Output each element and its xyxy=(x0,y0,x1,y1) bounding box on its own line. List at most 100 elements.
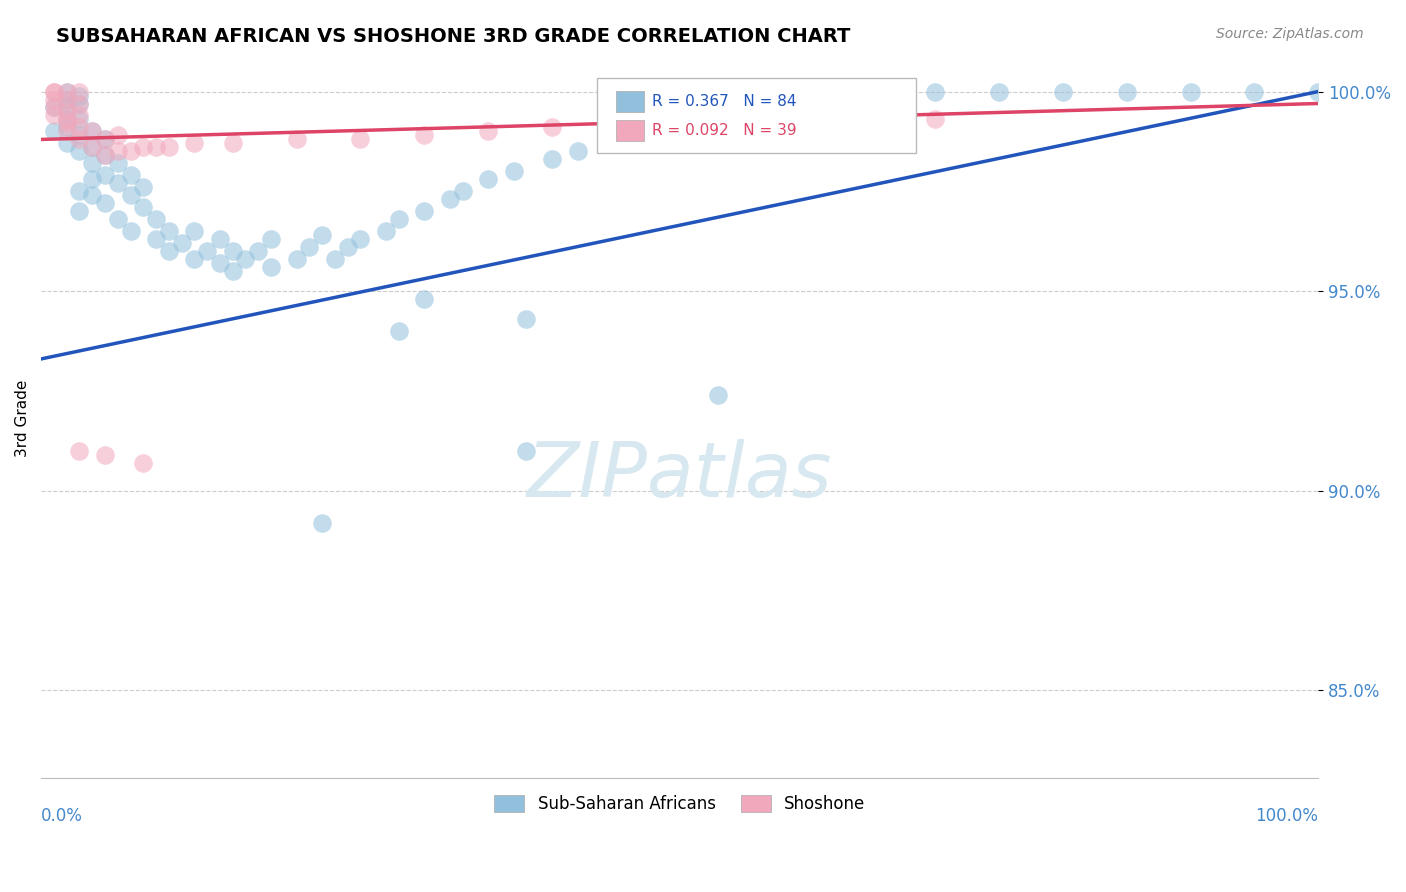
Point xyxy=(808,85,831,99)
Point xyxy=(707,388,730,402)
Point xyxy=(55,124,77,138)
Point xyxy=(208,256,231,270)
Point xyxy=(55,136,77,151)
Point xyxy=(515,312,537,326)
Point xyxy=(388,212,411,227)
Point xyxy=(82,156,104,170)
Point xyxy=(451,184,474,198)
Point xyxy=(541,120,564,135)
Point xyxy=(924,85,946,99)
Point xyxy=(107,156,129,170)
Point xyxy=(502,164,524,178)
Point xyxy=(183,224,205,238)
Point xyxy=(195,244,218,259)
Point xyxy=(67,132,90,146)
Point xyxy=(132,200,155,214)
Text: Source: ZipAtlas.com: Source: ZipAtlas.com xyxy=(1216,27,1364,41)
Point xyxy=(120,169,142,183)
Point xyxy=(145,232,167,246)
Point xyxy=(374,224,396,238)
Point xyxy=(439,192,461,206)
Y-axis label: 3rd Grade: 3rd Grade xyxy=(15,380,30,458)
Point xyxy=(541,153,564,167)
Point xyxy=(388,324,411,338)
Point xyxy=(298,240,321,254)
Point xyxy=(924,112,946,127)
Point xyxy=(55,85,77,99)
Point xyxy=(55,104,77,119)
Point xyxy=(67,96,90,111)
Point xyxy=(132,180,155,194)
Point xyxy=(260,232,283,246)
Point xyxy=(42,85,65,99)
Point xyxy=(349,132,371,146)
Point xyxy=(82,140,104,154)
Point xyxy=(285,132,308,146)
Point xyxy=(67,120,90,135)
Point xyxy=(145,212,167,227)
Point xyxy=(67,88,90,103)
Point xyxy=(67,112,90,127)
Point xyxy=(477,172,499,186)
Point xyxy=(67,145,90,159)
Point xyxy=(67,443,90,458)
Point xyxy=(413,292,436,306)
Point xyxy=(67,96,90,111)
Point xyxy=(82,188,104,202)
Point xyxy=(311,516,333,530)
Point xyxy=(82,124,104,138)
Point xyxy=(349,232,371,246)
Point xyxy=(477,124,499,138)
Point xyxy=(988,85,1011,99)
Point xyxy=(42,101,65,115)
Point xyxy=(413,204,436,219)
Point xyxy=(183,252,205,267)
Point xyxy=(82,124,104,138)
Point xyxy=(67,128,90,143)
Point xyxy=(247,244,270,259)
Bar xyxy=(616,120,644,141)
Point xyxy=(55,101,77,115)
Point xyxy=(860,85,883,99)
Point xyxy=(605,132,627,146)
Point xyxy=(170,236,193,251)
Point xyxy=(145,140,167,154)
Point xyxy=(733,96,755,111)
Point xyxy=(285,252,308,267)
Point xyxy=(55,93,77,107)
Point xyxy=(94,148,117,162)
Point xyxy=(107,212,129,227)
Text: R = 0.092   N = 39: R = 0.092 N = 39 xyxy=(651,123,796,137)
Point xyxy=(1243,85,1265,99)
Point xyxy=(67,184,90,198)
Point xyxy=(94,196,117,211)
Point xyxy=(67,204,90,219)
Point xyxy=(42,93,65,107)
Point xyxy=(132,456,155,470)
Point xyxy=(157,244,180,259)
Point xyxy=(668,120,690,135)
Point xyxy=(107,145,129,159)
Point xyxy=(707,104,730,119)
Point xyxy=(94,148,117,162)
Point xyxy=(221,136,243,151)
Point xyxy=(260,260,283,274)
Point xyxy=(336,240,359,254)
Point xyxy=(221,244,243,259)
Point xyxy=(183,136,205,151)
Point xyxy=(42,108,65,122)
Point xyxy=(82,172,104,186)
Point xyxy=(120,188,142,202)
Point xyxy=(42,124,65,138)
Point xyxy=(770,93,793,107)
Point xyxy=(1308,85,1330,99)
Point xyxy=(94,169,117,183)
Legend: Sub-Saharan Africans, Shoshone: Sub-Saharan Africans, Shoshone xyxy=(488,789,872,820)
FancyBboxPatch shape xyxy=(596,78,915,153)
Point xyxy=(82,140,104,154)
Point xyxy=(42,101,65,115)
Point xyxy=(107,177,129,191)
Point xyxy=(1115,85,1137,99)
Text: 0.0%: 0.0% xyxy=(41,806,83,825)
Text: 100.0%: 100.0% xyxy=(1256,806,1319,825)
